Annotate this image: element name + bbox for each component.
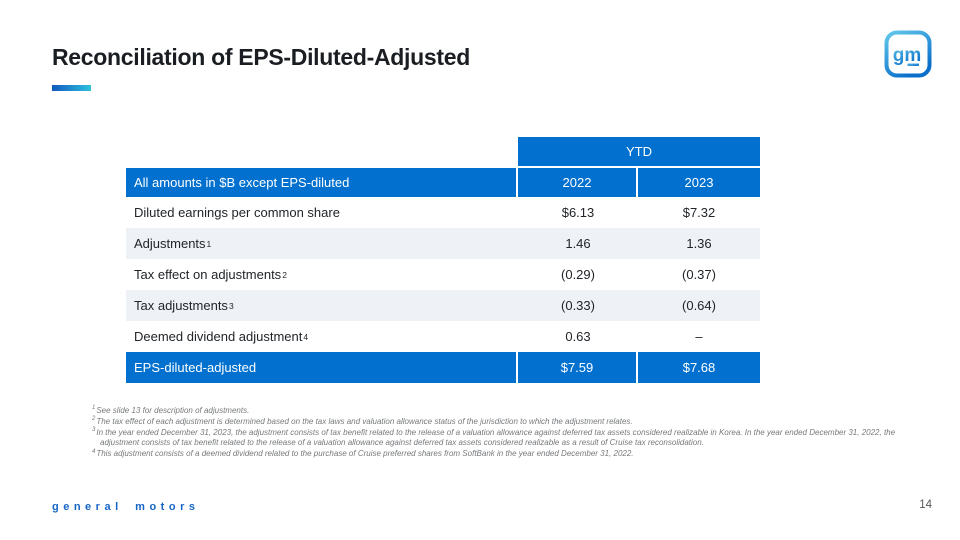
row-label: Adjustments 1: [134, 236, 212, 251]
table-group-header-ytd: YTD: [518, 137, 760, 166]
table-row: Tax effect on adjustments 2 (0.29) (0.37): [126, 259, 760, 290]
value-2023: –: [695, 329, 703, 344]
row-label: Deemed dividend adjustment 4: [134, 329, 309, 344]
svg-text:gm: gm: [893, 45, 922, 66]
column-header-2023: 2023: [638, 168, 760, 197]
page-title: Reconciliation of EPS-Diluted-Adjusted: [52, 44, 470, 70]
row-label: Tax adjustments 3: [134, 298, 234, 313]
table-row: Deemed dividend adjustment 4 0.63 –: [126, 321, 760, 352]
value-2023: (0.37): [682, 267, 716, 282]
footnote-4: 4This adjustment consists of a deemed di…: [92, 449, 914, 460]
table-corner-label: All amounts in $B except EPS-diluted: [126, 168, 518, 197]
table-row: Adjustments 1 1.46 1.36: [126, 228, 760, 259]
footnote-text: In the year ended December 31, 2023, the…: [96, 427, 896, 448]
gm-logo-icon: gm: [884, 30, 932, 78]
table-header-row: All amounts in $B except EPS-diluted 202…: [126, 168, 760, 197]
value-2023: $7.32: [682, 205, 716, 220]
total-value-2022: $7.59: [518, 352, 638, 383]
table-total-row: EPS-diluted-adjusted $7.59 $7.68: [126, 352, 760, 383]
value-2022: (0.33): [561, 298, 595, 313]
footnote-text: See slide 13 for description of adjustme…: [96, 406, 250, 415]
footer-brand: general motors: [52, 501, 200, 513]
row-label-text: Deemed dividend adjustment: [134, 329, 303, 344]
value-2023: (0.64): [682, 298, 716, 313]
table-row: Tax adjustments 3 (0.33) (0.64): [126, 290, 760, 321]
row-label: Diluted earnings per common share: [126, 197, 518, 228]
row-label-text: Tax effect on adjustments: [134, 267, 282, 282]
footnote-text: The tax effect of each adjustment is det…: [96, 416, 633, 426]
column-header-2022: 2022: [518, 168, 638, 197]
footnote-2: 2The tax effect of each adjustment is de…: [92, 416, 914, 428]
footnote-3: 3In the year ended December 31, 2023, th…: [92, 426, 914, 450]
page-number: 14: [919, 499, 932, 511]
footnote-text: This adjustment consists of a deemed div…: [96, 449, 634, 459]
row-label: Tax effect on adjustments 2: [134, 267, 287, 282]
value-2022: 1.46: [565, 236, 591, 251]
table-row: Diluted earnings per common share $6.13 …: [126, 197, 760, 228]
eps-reconciliation-table: YTD All amounts in $B except EPS-diluted…: [126, 137, 760, 383]
row-label-text: Adjustments: [134, 236, 206, 251]
value-2022: 0.63: [565, 329, 591, 344]
footnote-number: 3: [92, 426, 96, 433]
total-row-label: EPS-diluted-adjusted: [126, 352, 518, 383]
footnote-1: 1See slide 13 for description of adjustm…: [92, 405, 914, 417]
total-value-2023: $7.68: [638, 352, 760, 383]
footnote-number: 2: [92, 416, 96, 423]
footnote-number: 1: [92, 405, 96, 412]
row-label-text: Diluted earnings per common share: [134, 205, 340, 220]
footnote-number: 4: [92, 448, 96, 455]
value-2022: (0.29): [561, 267, 595, 282]
value-2023: 1.36: [686, 236, 712, 251]
title-accent-bar: [52, 85, 91, 91]
value-2022: $6.13: [561, 205, 595, 220]
footnotes-block: 1See slide 13 for description of adjustm…: [92, 405, 914, 460]
row-label-text: Tax adjustments: [134, 298, 228, 313]
